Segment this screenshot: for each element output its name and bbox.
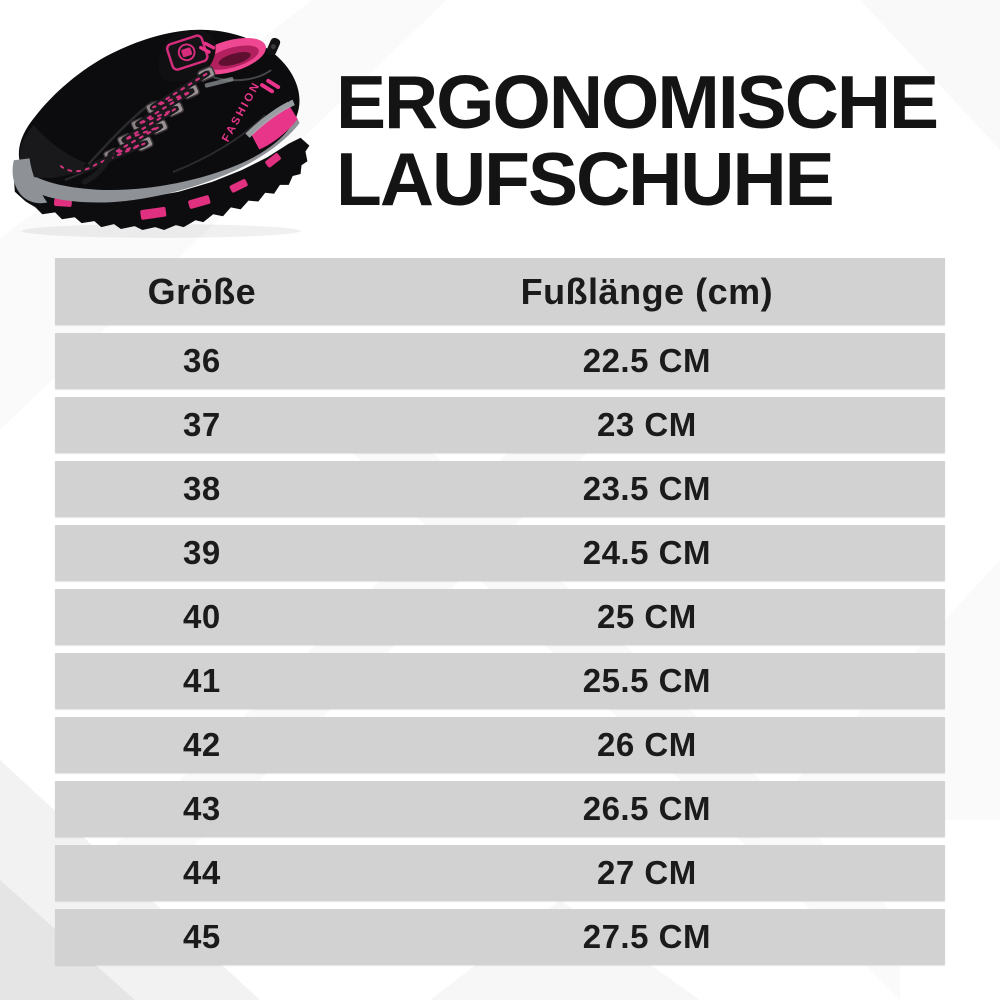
shoe-gray-wordmark [204, 77, 234, 88]
shoe-shadow [21, 224, 301, 238]
size-cell: 38 [182, 470, 221, 507]
size-cell: 45 [182, 918, 221, 955]
length-cell: 26 CM [596, 726, 697, 763]
shoe-pull-tab [266, 37, 281, 56]
size-cell: 44 [182, 854, 221, 891]
shoe-toe-bumper [12, 158, 48, 204]
size-cell: 43 [182, 790, 221, 827]
length-cell: 25 CM [596, 598, 697, 635]
table-row: 43 26.5 CM [55, 781, 945, 837]
table-row: 42 26 CM [55, 717, 945, 773]
column-header-length: Fußlänge (cm) [520, 270, 774, 312]
page-title-line2: LAUFSCHUHE [336, 137, 835, 221]
length-cell: 27.5 CM [582, 918, 711, 955]
size-table: Größe Fußlänge (cm) 36 22.5 CM 37 23 CM … [55, 258, 945, 973]
page-title-line1: ERGONOMISCHE [336, 60, 939, 144]
page-title: ERGONOMISCHE LAUFSCHUHE [336, 60, 939, 221]
size-cell: 42 [182, 726, 221, 763]
table-row: 37 23 CM [55, 397, 945, 453]
table-row: 40 25 CM [55, 589, 945, 645]
table-row: 36 22.5 CM [55, 333, 945, 389]
table-row: 39 24.5 CM [55, 525, 945, 581]
column-header-size: Größe [147, 270, 257, 312]
shoe-pink-slashes [199, 41, 281, 94]
shoe-collar-lining [193, 37, 266, 75]
shoe-image: FASHION [12, 29, 310, 238]
shoe-laces [58, 70, 210, 185]
product-photo: FASHION [6, 4, 330, 242]
length-cell: 23 CM [596, 406, 697, 443]
shoe-heel-rim [255, 62, 293, 103]
size-cell: 39 [182, 534, 221, 571]
table-row: 45 27.5 CM [55, 909, 945, 965]
size-cell: 37 [182, 406, 221, 443]
table-header-row: Größe Fußlänge (cm) [55, 258, 945, 325]
size-cell: 36 [182, 342, 221, 379]
size-cell: 40 [182, 598, 221, 635]
shoe-toe-cap [19, 124, 87, 178]
shoe-heel-pink-accent [251, 106, 298, 150]
length-cell: 24.5 CM [582, 534, 711, 571]
table-row: 41 25.5 CM [55, 653, 945, 709]
shoe-sole-pink-lugs [53, 153, 281, 220]
shoe-tongue-patch [165, 34, 209, 71]
length-cell: 22.5 CM [582, 342, 711, 379]
table-row: 38 23.5 CM [55, 461, 945, 517]
shoe-heel-gray-streak [245, 99, 295, 138]
length-cell: 26.5 CM [582, 790, 711, 827]
length-cell: 25.5 CM [582, 662, 711, 699]
length-cell: 23.5 CM [582, 470, 711, 507]
size-cell: 41 [182, 662, 221, 699]
table-row: 44 27 CM [55, 845, 945, 901]
length-cell: 27 CM [596, 854, 697, 891]
shoe-outsole [13, 137, 310, 231]
